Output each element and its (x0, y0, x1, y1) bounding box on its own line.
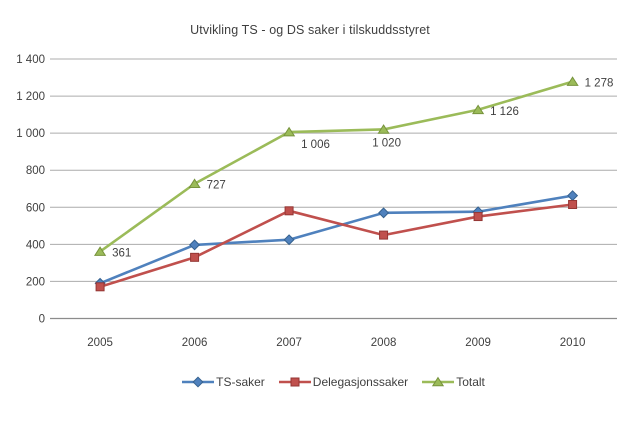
legend-marker-diamond-icon (182, 376, 215, 388)
y-tick-label: 0 (39, 314, 45, 326)
x-tick-label: 2005 (87, 337, 113, 349)
legend-marker-triangle-icon (422, 376, 455, 387)
data-point-triangle-totalt (93, 246, 107, 256)
data-point-square-delegasjonssaker (284, 206, 294, 216)
x-tick-label: 2009 (465, 337, 491, 349)
legend-label: Totalt (456, 375, 485, 389)
data-point-triangle-totalt (471, 104, 485, 115)
data-point-triangle-totalt (188, 178, 201, 189)
y-tick-label: 1 000 (16, 128, 45, 140)
y-tick-label: 400 (26, 239, 45, 251)
x-tick-label: 2010 (560, 337, 586, 349)
legend-item-totalt: Totalt (422, 375, 485, 389)
data-point-diamond-ts-saker (567, 190, 579, 202)
data-point-square-delegasjonssaker (568, 200, 578, 210)
data-point-triangle-totalt (566, 76, 579, 86)
data-point-square-delegasjonssaker (473, 212, 483, 222)
y-tick-label: 600 (26, 202, 45, 214)
data-point-triangle-totalt (377, 124, 390, 134)
data-label-totalt: 1 006 (301, 139, 330, 151)
data-label-totalt: 361 (112, 248, 131, 260)
x-tick-label: 2007 (276, 337, 302, 349)
data-label-totalt: 1 020 (372, 137, 401, 149)
chart-title: Utvikling TS - og DS saker i tilskuddsst… (190, 23, 430, 37)
series-line-ts-saker (99, 194, 573, 285)
data-label-totalt: 1 126 (490, 106, 519, 118)
data-point-square-delegasjonssaker (95, 282, 105, 292)
series-line-delegasjonssaker (99, 203, 573, 289)
data-point-triangle-totalt (282, 126, 296, 137)
series-line-totalt (99, 80, 573, 253)
data-point-square-delegasjonssaker (190, 252, 200, 262)
chart-legend: TS-saker Delegasjonssaker Totalt (50, 372, 617, 392)
y-tick-label: 200 (26, 276, 45, 288)
legend-item-ts-saker: TS-saker (182, 375, 265, 389)
data-label-totalt: 727 (207, 180, 226, 192)
data-point-square-delegasjonssaker (379, 230, 389, 240)
y-tick-label: 800 (26, 165, 45, 177)
legend-label: Delegasjonssaker (312, 375, 409, 389)
data-point-diamond-ts-saker (283, 234, 295, 246)
data-point-diamond-ts-saker (189, 239, 201, 251)
legend-label: TS-saker (216, 375, 265, 389)
legend-item-delegasjonssaker: Delegasjonssaker (278, 375, 409, 389)
x-tick-label: 2006 (182, 337, 208, 349)
data-label-totalt: 1 278 (585, 78, 614, 90)
y-tick-label: 1 400 (16, 54, 45, 66)
y-tick-label: 1 200 (16, 91, 45, 103)
x-tick-label: 2008 (371, 337, 397, 349)
legend-marker-square-icon (278, 377, 311, 387)
data-point-diamond-ts-saker (378, 207, 390, 219)
